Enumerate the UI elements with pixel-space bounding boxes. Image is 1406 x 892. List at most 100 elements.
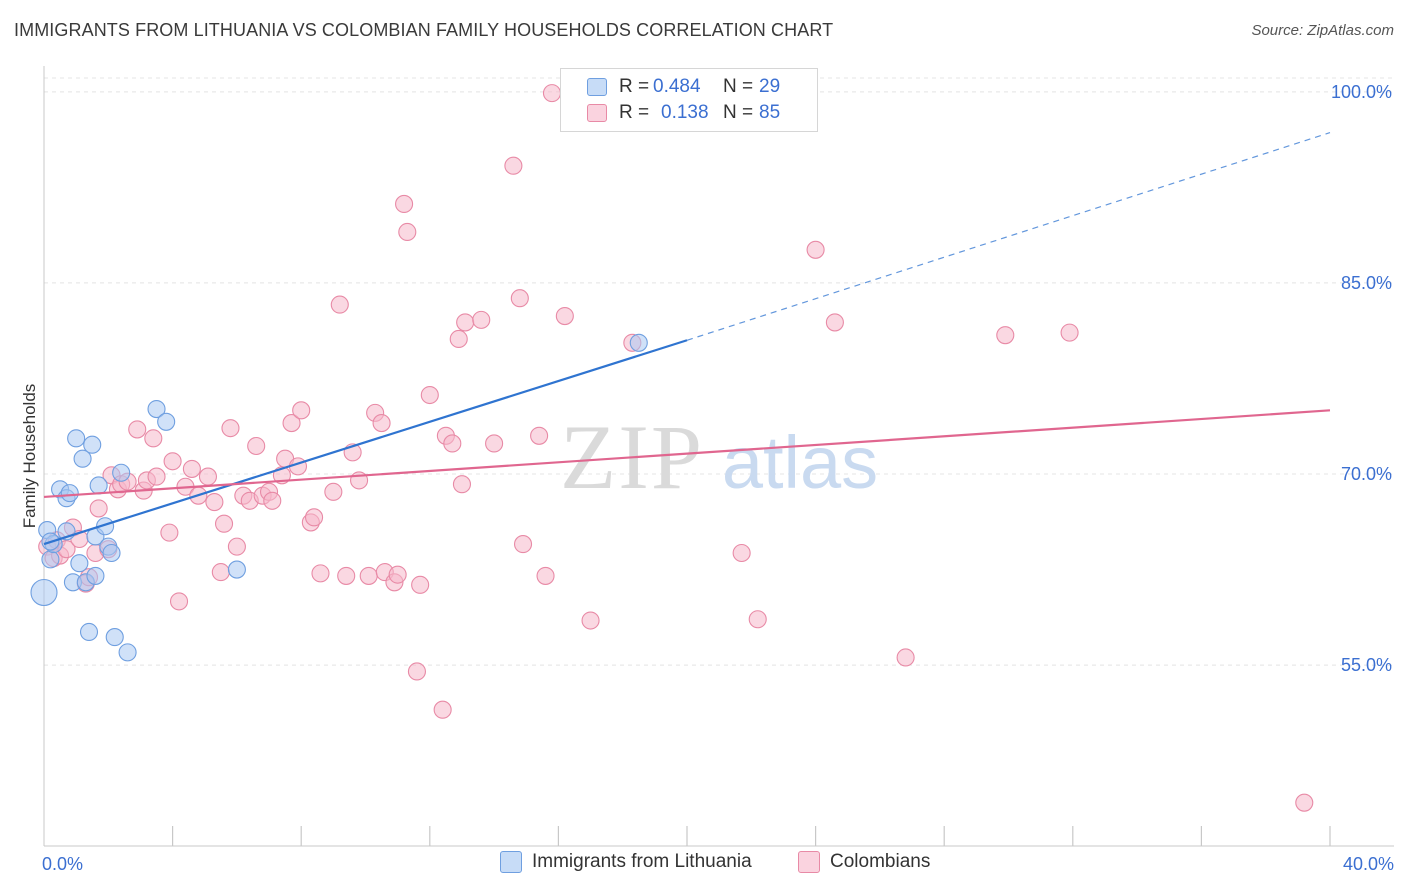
data-point-colombians [160,523,179,542]
source-label: Source: ZipAtlas.com [1251,22,1394,39]
data-point-lithuania [89,476,108,495]
data-point-colombians [263,491,282,510]
legend-label-colombians: Colombians [830,851,931,872]
data-point-lithuania [86,566,105,585]
x-tick-label: 0.0% [42,854,83,874]
data-point-colombians [282,414,301,433]
data-point-colombians [449,329,468,349]
data-point-colombians [542,84,562,103]
data-point-colombians [163,452,182,471]
data-point-colombians [214,514,234,533]
data-point-lithuania [102,543,121,563]
legend-r-label: R = [619,102,650,123]
data-point-colombians [1295,793,1314,812]
legend-n-label: N = [723,76,754,97]
correlation-legend: R = 0.484 N = 29 R = 0.138 N = 85 [560,68,818,132]
axes [43,66,1394,847]
data-point-lithuania [83,435,102,454]
data-point-colombians [144,429,163,448]
legend-row-lithuania: R = 0.484 N = 29 [561,75,780,99]
data-point-lithuania [147,400,166,419]
data-point-lithuania [227,560,246,579]
data-point-colombians [395,194,414,214]
data-point-colombians [456,313,475,332]
series-legend: Immigrants from Lithuania Colombians [0,851,1406,877]
data-point-colombians [806,240,825,259]
data-point-lithuania [105,628,124,647]
data-point-colombians [504,156,523,175]
trend-line-colombians [43,409,1331,499]
data-point-colombians [411,575,430,594]
data-point-colombians [420,385,439,405]
data-point-colombians [305,508,324,527]
data-point-colombians [996,326,1015,345]
data-point-colombians [311,564,330,583]
data-point-colombians [205,492,224,512]
data-point-colombians [825,313,844,332]
legend-r-value: 0.484 [653,76,701,97]
legend-r-value: 0.138 [661,102,709,123]
legend-item-lithuania: Immigrants from Lithuania [500,851,752,873]
data-point-colombians [324,482,343,501]
legend-swatch-pink [798,851,820,873]
data-point-colombians [452,475,472,494]
data-point-colombians [388,565,407,584]
data-point-colombians [530,426,549,445]
data-point-colombians [472,310,491,329]
trend-line-lithuania-extension [686,132,1331,341]
x-tick-label: 40.0% [1343,854,1394,874]
data-point-colombians [169,592,189,611]
data-point-colombians [372,414,391,433]
legend-swatch-blue [500,851,522,873]
data-point-colombians [485,434,504,453]
data-point-colombians [211,563,230,582]
data-point-colombians [337,566,356,585]
data-point-colombians [89,499,108,518]
data-point-colombians [247,436,266,456]
data-point-lithuania [118,643,137,662]
data-point-lithuania [67,429,86,448]
data-point-colombians [198,467,218,486]
data-point-lithuania [73,449,92,468]
data-point-colombians [896,648,915,667]
data-point-lithuania [70,554,89,573]
y-tick-label: 100.0% [1331,82,1392,102]
data-point-lithuania [112,463,131,482]
legend-row-colombians: R = 0.138 N = 85 [561,101,780,125]
data-point-colombians [398,222,417,242]
data-point-colombians [555,307,574,326]
data-point-colombians [513,535,533,554]
data-point-colombians [359,566,378,585]
data-point-lithuania [41,550,60,569]
y-tick-label: 85.0% [1341,273,1392,293]
data-point-colombians [128,420,147,439]
data-point-lithuania [96,517,115,536]
data-point-lithuania [629,333,648,352]
legend-label-lithuania: Immigrants from Lithuania [532,851,752,872]
legend-swatch-blue [587,78,607,96]
data-point-colombians [292,401,311,420]
data-point-lithuania [30,578,58,607]
chart-title: IMMIGRANTS FROM LITHUANIA VS COLOMBIAN F… [14,20,834,40]
y-tick-label: 55.0% [1341,655,1392,675]
data-point-colombians [407,662,426,681]
data-point-colombians [443,434,462,453]
data-point-colombians [748,610,767,629]
data-point-lithuania [157,412,176,431]
data-point-colombians [536,566,555,585]
grid-lines [44,77,1394,666]
y-axis-label: Family Households [20,383,39,529]
legend-item-colombians: Colombians [798,851,930,873]
data-point-colombians [581,611,600,630]
data-point-colombians [147,467,166,486]
legend-r-label: R = [619,76,650,97]
data-point-colombians [732,543,751,563]
data-point-colombians [433,700,452,719]
watermark-atlas: atlas [722,421,878,504]
data-point-colombians [227,537,246,556]
trend-line-lithuania [43,339,688,546]
watermark: ZIP atlas [560,406,878,508]
legend-n-value: 85 [759,102,781,123]
data-point-colombians [221,419,240,438]
